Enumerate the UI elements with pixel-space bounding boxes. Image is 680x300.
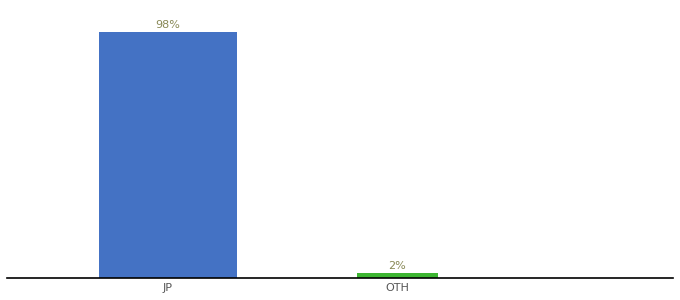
Text: 98%: 98% xyxy=(155,20,180,29)
Bar xyxy=(357,273,438,278)
Bar xyxy=(99,32,237,278)
Text: 2%: 2% xyxy=(388,261,406,271)
